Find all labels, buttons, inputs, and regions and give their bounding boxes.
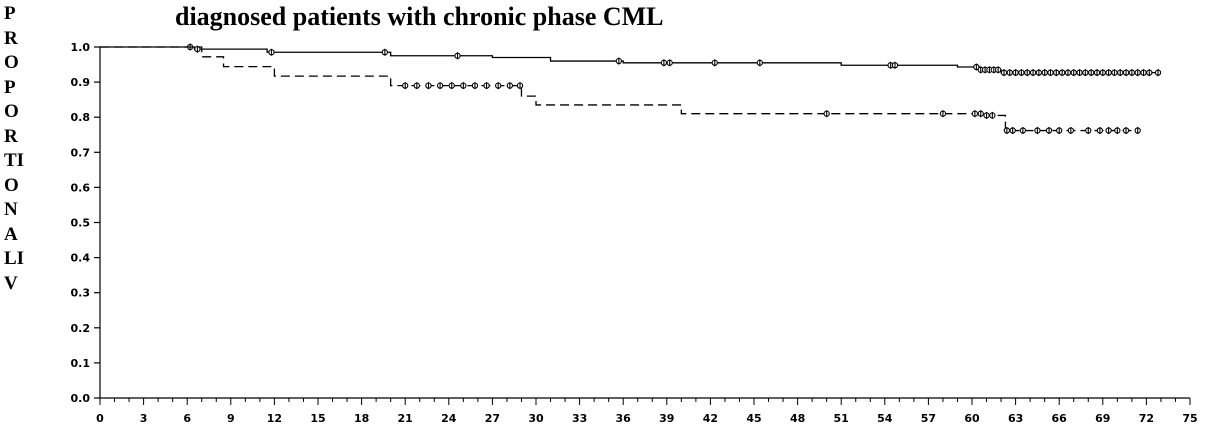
- y-axis-label-letter: O: [4, 101, 19, 122]
- x-tick-label: 3: [140, 412, 148, 425]
- y-axis-label-letter: R: [4, 27, 18, 49]
- series-layer: [100, 43, 1162, 135]
- x-tick-label: 60: [964, 412, 980, 425]
- x-tick-label: 30: [528, 412, 544, 425]
- chart-title: diagnosed patients with chronic phase CM…: [175, 2, 664, 31]
- x-tick-label: 69: [1095, 412, 1110, 425]
- x-tick-label: 57: [921, 412, 936, 425]
- x-tick-label: 18: [354, 412, 369, 425]
- y-tick-label: 0.5: [71, 217, 91, 230]
- y-tick-label: 0.3: [71, 287, 91, 300]
- x-tick-label: 15: [310, 412, 325, 425]
- y-tick-label: 0.0: [71, 392, 91, 405]
- x-tick-label: 48: [790, 412, 805, 425]
- x-tick-label: 75: [1182, 412, 1197, 425]
- y-tick-label: 1.0: [71, 41, 91, 54]
- x-tick-label: 27: [485, 412, 500, 425]
- x-tick-label: 39: [659, 412, 674, 425]
- y-axis-label: P R O P O R TI O N A LI V: [4, 2, 34, 296]
- x-tick-label: 24: [441, 412, 457, 425]
- y-axis-label-letter: LI: [4, 248, 25, 269]
- survival-curve: [100, 46, 1161, 74]
- y-axis-label-letter: A: [4, 223, 18, 245]
- series-dashed: [100, 46, 1141, 135]
- y-tick-label: 0.4: [71, 252, 91, 265]
- x-tick-label: 45: [746, 412, 761, 425]
- y-axis-label-letter: TI: [4, 150, 25, 171]
- x-tick-label: 51: [834, 412, 849, 425]
- x-tick-label: 21: [398, 412, 413, 425]
- y-tick-label: 0.7: [71, 146, 91, 159]
- x-tick-label: 72: [1139, 412, 1154, 425]
- y-tick-label: 0.2: [71, 322, 91, 335]
- x-tick-label: 42: [703, 412, 718, 425]
- y-axis-label-letter: P: [4, 76, 16, 98]
- y-axis-label-letter: O: [4, 174, 19, 196]
- y-axis-label-letter: O: [4, 52, 19, 73]
- y-tick-label: 0.8: [71, 111, 91, 124]
- series-solid: [100, 43, 1162, 77]
- x-tick-label: 66: [1052, 412, 1068, 425]
- y-axis-label-letter: R: [4, 125, 18, 147]
- y-tick-label: 0.1: [71, 357, 91, 370]
- x-tick-label: 12: [267, 412, 282, 425]
- x-tick-label: 0: [96, 412, 104, 425]
- x-tick-label: 6: [183, 412, 191, 425]
- axes: 0.00.10.20.30.40.50.60.70.80.91.00 3 6 9 12 1…: [71, 41, 1198, 425]
- x-tick-label: 9: [227, 412, 235, 425]
- x-tick-label: 36: [616, 412, 632, 425]
- y-axis-label-letter: P: [4, 3, 16, 24]
- y-axis-label-letter: V: [4, 272, 18, 294]
- x-tick-label: 54: [877, 412, 893, 425]
- y-axis-label-letter: N: [4, 199, 18, 220]
- x-tick-label: 33: [572, 412, 587, 425]
- x-tick-label: 63: [1008, 412, 1023, 425]
- y-tick-label: 0.6: [71, 181, 91, 194]
- y-tick-label: 0.9: [71, 76, 91, 89]
